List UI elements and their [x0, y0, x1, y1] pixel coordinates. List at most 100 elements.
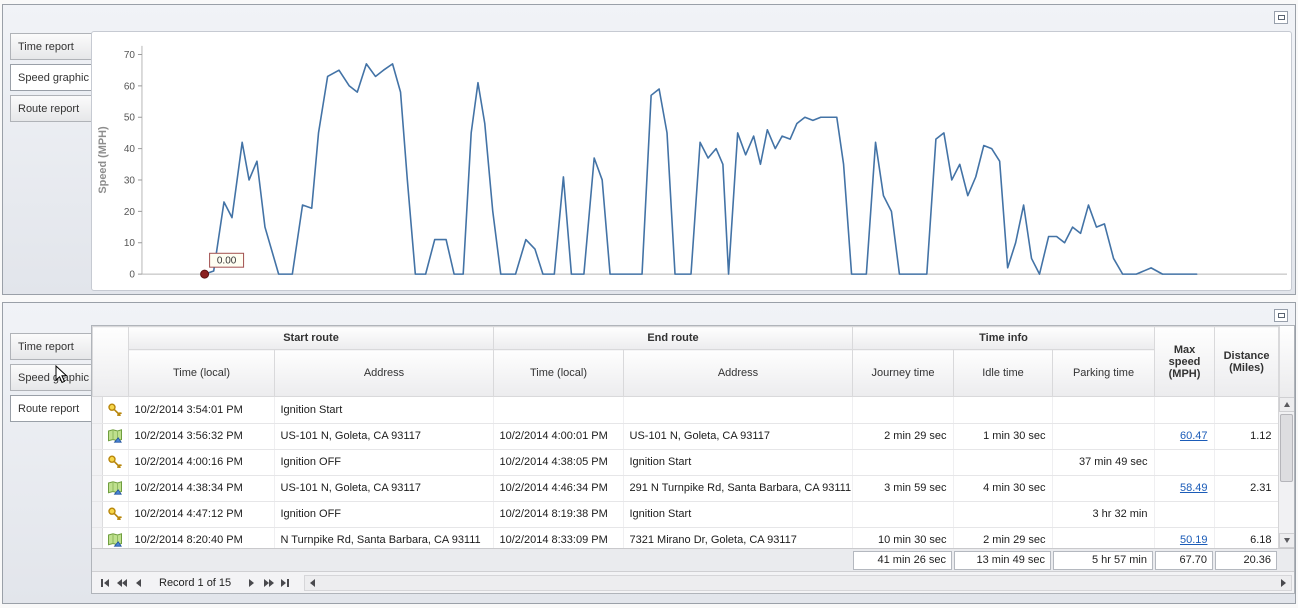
tab-route-report[interactable]: Route report — [10, 95, 92, 122]
route-icon — [107, 532, 123, 548]
horizontal-scrollbar[interactable] — [304, 574, 1292, 591]
prev-record-icon — [136, 578, 141, 587]
column-header-parking-time[interactable]: Parking time — [1051, 349, 1156, 397]
nav-prev-button[interactable] — [130, 575, 147, 591]
svg-text:50: 50 — [124, 113, 136, 124]
svg-text:0: 0 — [129, 270, 135, 281]
nav-last-button[interactable] — [277, 575, 294, 591]
cell-end-address: 291 N Turnpike Rd, Santa Barbara, CA 931… — [623, 475, 853, 502]
vertical-scrollbar[interactable] — [1278, 397, 1294, 548]
cell-distance — [1214, 397, 1279, 424]
first-record-icon — [104, 578, 109, 587]
record-count-label: Record 1 of 15 — [159, 576, 232, 589]
key-icon — [107, 506, 123, 522]
cell-start-time: 10/2/2014 4:47:12 PM — [128, 501, 275, 528]
nav-next-button[interactable] — [243, 575, 260, 591]
cell-end-address: Ignition Start — [623, 449, 853, 476]
cell-parking-time — [1052, 397, 1155, 424]
max-speed-link[interactable]: 60.47 — [1179, 430, 1208, 442]
cell-distance: 2.31 — [1214, 475, 1279, 502]
cell-journey-time: 3 min 59 sec — [852, 475, 954, 502]
cell-parking-time: 37 min 49 sec — [1052, 449, 1155, 476]
tab-speed-graphic[interactable]: Speed graphic — [10, 364, 92, 391]
column-header-start-address[interactable]: Address — [274, 349, 494, 397]
cell-idle-time: 1 min 30 sec — [953, 423, 1053, 450]
table-row[interactable]: 10/2/2014 4:38:34 PM US-101 N, Goleta, CA… — [92, 475, 1279, 502]
cell-idle-time: 4 min 30 sec — [953, 475, 1053, 502]
max-speed-link[interactable]: 50.19 — [1179, 534, 1208, 546]
cell-end-address — [623, 397, 853, 424]
nav-prev-page-button[interactable] — [113, 575, 130, 591]
cell-distance: 6.18 — [1214, 527, 1279, 548]
cell-journey-time — [852, 501, 954, 528]
summary-idle-time: 13 min 49 sec — [954, 550, 1051, 570]
row-icon-cell — [102, 501, 129, 528]
tab-label: Speed graphic — [18, 71, 89, 84]
tab-time-report[interactable]: Time report — [10, 33, 92, 60]
cell-end-address: 7321 Mirano Dr, Goleta, CA 93117 — [623, 527, 853, 548]
summary-max-speed: 67.70 — [1155, 550, 1213, 570]
nav-first-button[interactable] — [96, 575, 113, 591]
scroll-up-button[interactable] — [1278, 397, 1294, 412]
triangle-down-icon — [1283, 538, 1290, 543]
scroll-down-button[interactable] — [1278, 533, 1294, 548]
column-header-max-speed[interactable]: Max speed (MPH) — [1154, 326, 1216, 397]
column-header-start-time[interactable]: Time (local) — [128, 349, 275, 397]
tab-route-report[interactable]: Route report — [10, 395, 92, 422]
hscroll-right-button[interactable] — [1276, 576, 1291, 590]
cell-start-address: Ignition OFF — [274, 501, 494, 528]
table-row[interactable]: 10/2/2014 3:56:32 PM US-101 N, Goleta, CA… — [92, 423, 1279, 450]
group-header-time-info: Time info — [851, 326, 1156, 350]
row-icon-cell — [102, 475, 129, 502]
collapse-button-bottom[interactable] — [1274, 309, 1288, 322]
cell-start-time: 10/2/2014 3:56:32 PM — [128, 423, 275, 450]
scrollbar-track[interactable] — [1279, 412, 1295, 533]
grid-body: 10/2/2014 3:54:01 PM Ignition Start 10/2/2… — [92, 397, 1294, 548]
tab-label: Time report — [18, 340, 74, 353]
scrollbar-thumb[interactable] — [1279, 414, 1293, 482]
row-indicator-cell — [92, 397, 103, 424]
cell-start-address: N Turnpike Rd, Santa Barbara, CA 93111 — [274, 527, 494, 548]
svg-text:30: 30 — [124, 175, 136, 186]
cell-journey-time: 2 min 29 sec — [852, 423, 954, 450]
svg-text:20: 20 — [124, 207, 136, 218]
column-header-end-time[interactable]: Time (local) — [493, 349, 624, 397]
table-row[interactable]: 10/2/2014 8:20:40 PM N Turnpike Rd, Santa… — [92, 527, 1279, 548]
table-row[interactable]: 10/2/2014 4:00:16 PM Ignition OFF 10/2/201… — [92, 449, 1279, 476]
collapse-button-top[interactable] — [1274, 11, 1288, 24]
prev-page-icon — [121, 578, 127, 587]
nav-next-page-button[interactable] — [260, 575, 277, 591]
cell-parking-time — [1052, 423, 1155, 450]
row-indicator-cell — [92, 475, 103, 502]
cell-max-speed — [1154, 449, 1215, 476]
svg-text:70: 70 — [124, 50, 136, 61]
summary-journey-time: 41 min 26 sec — [853, 550, 952, 570]
table-row[interactable]: 10/2/2014 4:47:12 PM Ignition OFF 10/2/201… — [92, 501, 1279, 528]
triangle-up-icon — [1283, 402, 1290, 407]
cell-max-speed: 50.19 — [1154, 527, 1215, 548]
column-header-distance[interactable]: Distance (Miles) — [1214, 326, 1280, 397]
row-indicator-cell — [92, 423, 103, 450]
tab-speed-graphic[interactable]: Speed graphic — [10, 64, 92, 91]
cell-parking-time — [1052, 475, 1155, 502]
record-navigator: Record 1 of 15 — [92, 571, 1294, 593]
speed-chart-svg[interactable]: 0 10 20 30 40 50 60 70 Speed (MPH) 0.00 — [92, 32, 1291, 290]
max-speed-link[interactable]: 58.49 — [1179, 482, 1208, 494]
summary-filler — [1278, 549, 1294, 571]
column-header-idle-time[interactable]: Idle time — [953, 349, 1053, 397]
column-header-journey-time[interactable]: Journey time — [852, 349, 954, 397]
cell-start-time: 10/2/2014 3:54:01 PM — [128, 397, 275, 424]
column-header-end-address[interactable]: Address — [623, 349, 853, 397]
hscroll-left-button[interactable] — [305, 576, 320, 590]
svg-text:60: 60 — [124, 81, 136, 92]
svg-text:0.00: 0.00 — [217, 256, 237, 267]
tab-time-report[interactable]: Time report — [10, 333, 92, 360]
cell-end-address: US-101 N, Goleta, CA 93117 — [623, 423, 853, 450]
last-record-icon — [281, 578, 287, 587]
grid-summary-table: 41 min 26 sec 13 min 49 sec 5 hr 57 min … — [92, 549, 1278, 571]
table-row[interactable]: 10/2/2014 3:54:01 PM Ignition Start — [92, 397, 1279, 424]
collapse-icon — [1277, 15, 1285, 20]
cell-idle-time — [953, 501, 1053, 528]
top-panel-tabs: Time report Speed graphic Route report — [10, 33, 92, 126]
row-icon-cell — [102, 449, 129, 476]
